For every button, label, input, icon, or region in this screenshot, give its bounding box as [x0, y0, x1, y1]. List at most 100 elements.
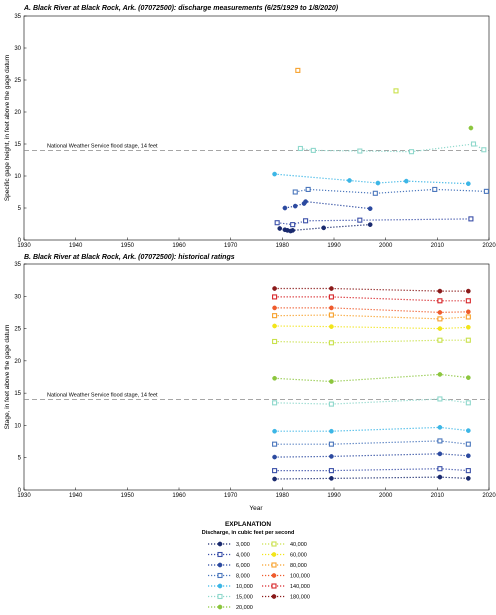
panel-a-xtick-label: 1990 — [327, 243, 341, 249]
series-a-8000 — [292, 186, 489, 196]
legend-label: 6,000 — [236, 563, 250, 569]
data-point — [437, 326, 443, 331]
legend-marker — [217, 572, 223, 579]
data-point — [437, 316, 443, 322]
data-point — [437, 438, 443, 444]
data-point — [375, 180, 381, 186]
data-point — [437, 474, 443, 480]
data-point — [465, 337, 471, 343]
legend-item: 10,000 — [208, 583, 253, 590]
legend-label: 3,000 — [236, 542, 250, 548]
panel-b-ytick-label: 30 — [14, 294, 21, 300]
panel-b-ytick-label: 10 — [14, 423, 21, 429]
data-point — [295, 67, 301, 73]
data-point — [292, 189, 298, 195]
panel-b-frame — [23, 263, 490, 491]
legend-marker — [217, 583, 223, 589]
legend-marker — [217, 551, 223, 558]
data-point — [329, 476, 334, 481]
data-point — [465, 309, 471, 315]
series-b-80000 — [272, 312, 471, 322]
data-point — [367, 206, 373, 211]
panel-a-xtick-label: 1970 — [224, 243, 238, 249]
legend-item: 140,000 — [262, 583, 310, 590]
data-point — [408, 149, 415, 155]
panel-a-ytick-label: 0 — [18, 238, 22, 244]
rating-line — [274, 476, 469, 480]
panel-b-ytick-label: 5 — [18, 456, 22, 462]
series-b-100000 — [272, 305, 471, 315]
panel-b-xtick-label: 1980 — [276, 493, 290, 499]
panel-b-title: B. Black River at Black Rock, Ark. (0707… — [24, 254, 235, 261]
panel-b: B. Black River at Black Rock, Ark. (0707… — [4, 254, 496, 512]
data-point — [329, 286, 334, 291]
panel-a-title: A. Black River at Black Rock, Ark. (0707… — [23, 5, 339, 12]
panel-b-xtick-label: 1990 — [327, 493, 341, 499]
series-b-180000 — [272, 286, 471, 294]
series-a-80000 — [295, 67, 301, 73]
rating-line — [274, 453, 469, 458]
panel-b-xtick-label: 1970 — [224, 493, 238, 499]
data-point — [329, 428, 334, 434]
panel-a-ytick-label: 20 — [14, 110, 21, 116]
rating-line — [274, 296, 469, 302]
data-point — [483, 188, 489, 194]
data-point — [468, 125, 474, 131]
legend-subtitle: Discharge, in cubic feet per second — [202, 530, 295, 536]
rating-line — [274, 307, 469, 314]
panel-b-xtick-label: 1960 — [172, 493, 186, 499]
series-a-20000 — [468, 125, 474, 131]
data-point — [328, 468, 334, 474]
legend-item: 180,000 — [262, 594, 310, 601]
rating-line — [274, 314, 469, 320]
panel-b-xlabel: Year — [249, 505, 263, 512]
data-point — [310, 147, 316, 153]
data-point — [437, 337, 443, 343]
legend-item: 6,000 — [208, 562, 250, 569]
data-point — [465, 181, 471, 187]
data-point — [272, 305, 277, 311]
legend-item: 15,000 — [208, 593, 253, 601]
series-b-15000 — [272, 396, 471, 407]
data-point — [470, 141, 477, 147]
data-point — [290, 222, 296, 228]
panel-a-marks — [272, 67, 489, 234]
panel-a-xtick-label: 1930 — [17, 243, 31, 249]
data-point — [367, 222, 373, 227]
panel-a-xtick-label: 2000 — [379, 243, 393, 249]
legend-item: 80,000 — [262, 562, 307, 569]
series-a-40000 — [393, 88, 399, 94]
legend-item: 4,000 — [208, 551, 250, 559]
series-b-4000 — [272, 466, 471, 474]
data-point — [432, 186, 438, 192]
panel-b-ytick-label: 25 — [14, 327, 21, 333]
legend-marker — [217, 593, 223, 600]
rating-line — [274, 398, 469, 405]
data-point — [465, 288, 471, 294]
legend-label: 100,000 — [290, 574, 310, 580]
panel-a-ytick-label: 10 — [14, 174, 21, 180]
legend-item: 60,000 — [262, 552, 307, 559]
panel-a-ytick-label: 35 — [14, 14, 21, 20]
data-point — [328, 340, 334, 346]
legend-marker — [217, 604, 223, 610]
data-point — [272, 294, 278, 300]
panel-b-ytick-label: 20 — [14, 359, 21, 365]
legend-label: 10,000 — [236, 584, 253, 590]
data-point — [465, 314, 471, 320]
series-b-6000 — [272, 451, 471, 460]
legend-item: 20,000 — [208, 604, 253, 611]
panel-a-flood-stage-label: National Weather Service flood stage, 14… — [47, 143, 158, 149]
rating-line — [274, 440, 469, 445]
rating-line — [274, 468, 469, 472]
data-point — [347, 178, 352, 183]
data-point — [329, 454, 334, 459]
series-b-3000 — [272, 474, 471, 482]
data-point — [328, 294, 334, 300]
data-point — [290, 228, 296, 233]
series-b-140000 — [272, 294, 471, 304]
data-point — [437, 425, 443, 430]
panel-b-ticks: 1930 1940 1950 1960 1970 1980 1990 2000 2010 2020… — [14, 262, 496, 499]
data-point — [329, 379, 334, 384]
